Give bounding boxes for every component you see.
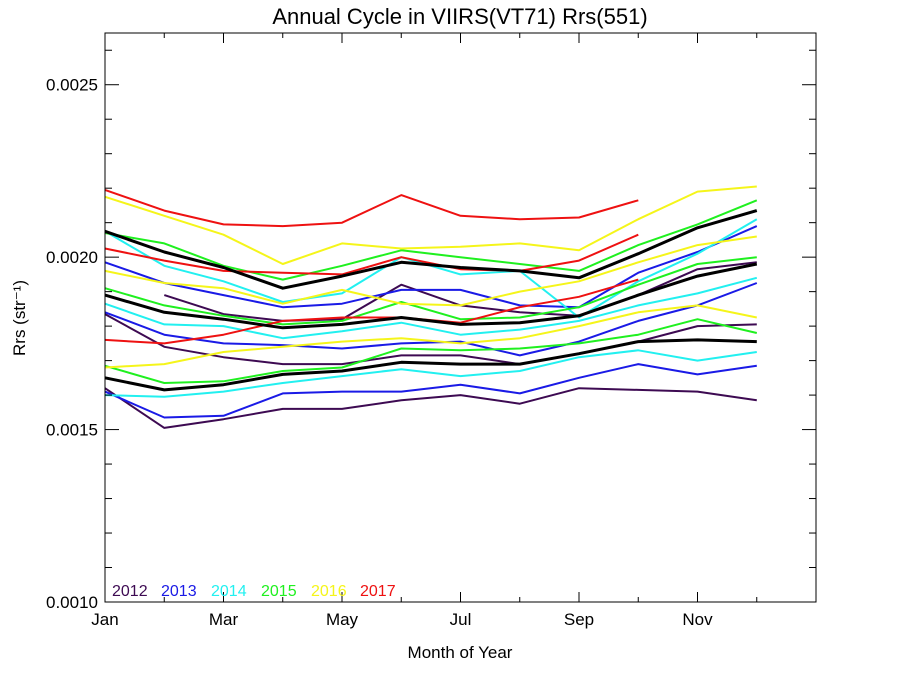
series-layer bbox=[104, 185, 758, 429]
x-tick-label: Jan bbox=[91, 610, 118, 629]
series-line-14 bbox=[104, 235, 757, 307]
series-line-2 bbox=[104, 387, 757, 429]
series-line-11 bbox=[104, 256, 757, 326]
series-line-1 bbox=[104, 313, 757, 366]
series-line-21 bbox=[104, 338, 757, 392]
x-tick-label: Nov bbox=[682, 610, 713, 629]
series-line-4 bbox=[104, 225, 758, 309]
series-line-20 bbox=[104, 262, 758, 330]
series-line-6 bbox=[104, 363, 757, 419]
series-line-10 bbox=[104, 199, 758, 281]
y-tick-label: 0.0015 bbox=[46, 421, 98, 440]
legend-item-2015: 2015 bbox=[261, 583, 297, 600]
series-line-5 bbox=[104, 282, 758, 357]
x-axis-label: Month of Year bbox=[408, 643, 513, 662]
series-line-12 bbox=[104, 318, 758, 384]
series-line-15 bbox=[104, 304, 757, 369]
tick-layer: Jan Mar May Jul Sep Nov 0.0010 0.0015 0.0020 0.00… bbox=[46, 33, 817, 629]
legend-item-2016: 2016 bbox=[311, 583, 347, 600]
series-line-8 bbox=[104, 276, 758, 340]
series-line-13 bbox=[104, 185, 757, 265]
y-tick-label: 0.0020 bbox=[46, 248, 98, 267]
legend-item-2012: 2012 bbox=[112, 583, 148, 600]
x-tick-label: Jul bbox=[450, 610, 472, 629]
y-tick-label: 0.0025 bbox=[46, 76, 98, 95]
x-tick-label: Mar bbox=[209, 610, 239, 629]
series-line-18 bbox=[104, 278, 639, 345]
legend-item-2017: 2017 bbox=[360, 583, 396, 600]
series-line-7 bbox=[104, 218, 758, 319]
legend: 2012 2013 2014 2015 2016 2017 bbox=[112, 583, 396, 600]
series-line-9 bbox=[104, 349, 757, 398]
series-line-19 bbox=[104, 209, 758, 290]
x-tick-label: Sep bbox=[564, 610, 594, 629]
legend-item-2013: 2013 bbox=[161, 583, 197, 600]
series-line-17 bbox=[104, 233, 639, 276]
series-line-16 bbox=[104, 188, 639, 228]
chart-title: Annual Cycle in VIIRS(VT71) Rrs(551) bbox=[272, 4, 647, 29]
legend-item-2014: 2014 bbox=[211, 583, 247, 600]
y-axis-label: Rrs (str⁻¹) bbox=[10, 280, 29, 356]
x-tick-label: May bbox=[326, 610, 359, 629]
y-tick-label: 0.0010 bbox=[46, 593, 98, 612]
